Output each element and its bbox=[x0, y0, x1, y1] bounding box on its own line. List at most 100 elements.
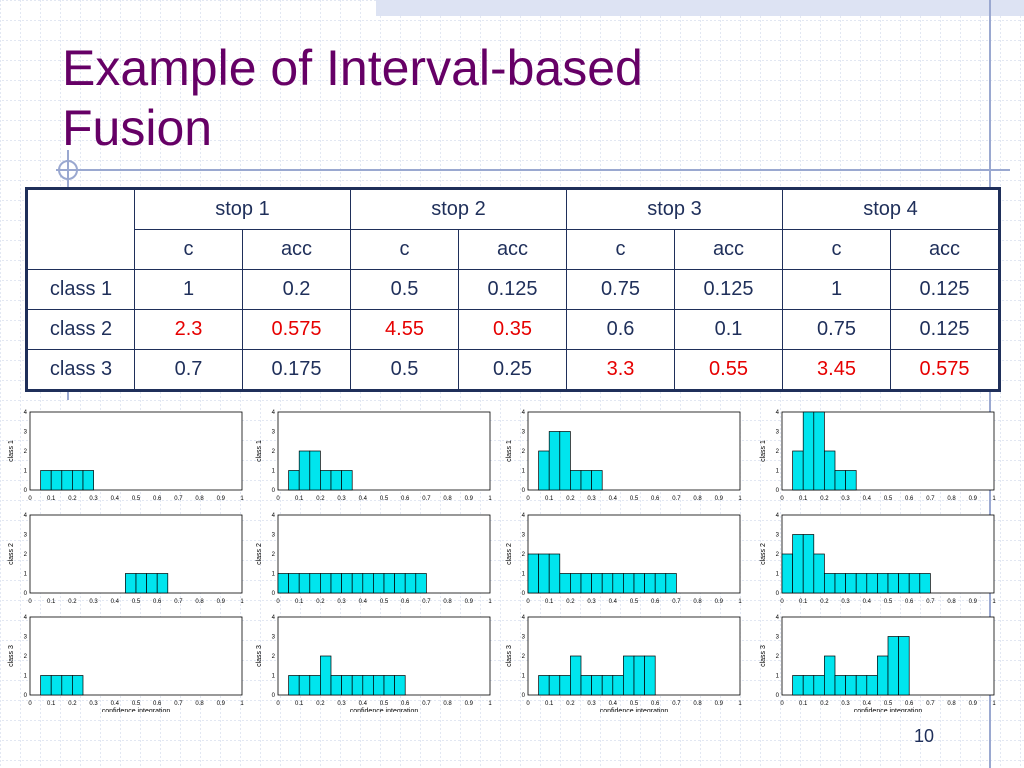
histogram-bar bbox=[362, 675, 374, 696]
x-axis-label: confidence integration bbox=[350, 708, 419, 712]
y-tick-label: 2 bbox=[522, 654, 526, 660]
histogram-bar bbox=[792, 450, 804, 491]
histogram-bar bbox=[834, 470, 846, 491]
stop-header: stop 2 bbox=[350, 188, 567, 230]
histogram-bar bbox=[845, 675, 857, 696]
x-tick-label: 0.1 bbox=[295, 496, 304, 502]
y-tick-label: 1 bbox=[272, 572, 276, 578]
x-axis-label: confidence integration bbox=[102, 708, 171, 712]
x-tick-label: 0.8 bbox=[693, 496, 702, 502]
row-label: class 3 bbox=[26, 349, 135, 391]
y-tick-label: 1 bbox=[776, 674, 780, 680]
table-cell: 0.6 bbox=[566, 309, 675, 350]
histogram-bar bbox=[601, 675, 614, 696]
histogram-bar bbox=[309, 573, 321, 594]
y-axis-label: class 3 bbox=[506, 645, 513, 667]
x-tick-label: 1 bbox=[992, 496, 996, 502]
x-tick-label: 0.9 bbox=[715, 701, 724, 707]
x-tick-label: 0.6 bbox=[651, 599, 660, 605]
corner-cell bbox=[26, 188, 135, 270]
x-tick-label: 1 bbox=[738, 599, 742, 605]
histogram-panel: 0 0.1 0.2 0.3 0.4 0.5 0.6 0.7 0.8 0.9 1 0 1 2 3 4 class … bbox=[8, 513, 244, 605]
y-tick-label: 4 bbox=[522, 513, 526, 519]
histogram-bar bbox=[580, 470, 592, 491]
x-tick-label: 0.9 bbox=[217, 701, 226, 707]
y-tick-label: 0 bbox=[776, 591, 780, 597]
y-tick-label: 4 bbox=[24, 410, 28, 416]
stop-header: stop 3 bbox=[566, 188, 783, 230]
table-cell: 0.175 bbox=[242, 349, 351, 391]
table-row: class 2 2.3 0.575 4.55 0.35 0.6 0.1 0.75 0.125 bbox=[26, 309, 1000, 350]
x-tick-label: 0.5 bbox=[380, 599, 389, 605]
histogram-bar bbox=[623, 655, 635, 696]
x-tick-label: 0.3 bbox=[337, 599, 346, 605]
x-tick-label: 0.7 bbox=[672, 599, 681, 605]
y-axis-label: class 3 bbox=[8, 645, 15, 667]
histogram-bar bbox=[644, 573, 656, 594]
x-axis-label: confidence integration bbox=[600, 708, 669, 712]
histogram-bar bbox=[40, 675, 52, 696]
y-tick-label: 4 bbox=[522, 615, 526, 621]
x-tick-label: 0.1 bbox=[545, 599, 554, 605]
histogram-bar bbox=[320, 655, 332, 696]
x-tick-label: 0.9 bbox=[465, 496, 474, 502]
sub-header: acc bbox=[242, 229, 351, 270]
y-axis-label: class 1 bbox=[760, 440, 767, 462]
y-tick-label: 2 bbox=[522, 449, 526, 455]
x-tick-label: 0.4 bbox=[359, 599, 368, 605]
x-tick-label: 0.1 bbox=[545, 701, 554, 707]
histogram-bar bbox=[633, 655, 645, 696]
histogram-bar bbox=[855, 573, 868, 594]
histogram-bar bbox=[394, 573, 406, 594]
x-tick-label: 0 bbox=[526, 701, 530, 707]
x-tick-label: 0.6 bbox=[905, 496, 914, 502]
x-tick-label: 0 bbox=[276, 599, 280, 605]
histogram-bar bbox=[654, 573, 667, 594]
x-tick-label: 0.7 bbox=[174, 701, 183, 707]
histogram-bar bbox=[612, 573, 624, 594]
x-tick-label: 0.3 bbox=[89, 496, 98, 502]
y-tick-label: 0 bbox=[272, 591, 276, 597]
histogram-bar bbox=[591, 675, 603, 696]
x-tick-label: 0.2 bbox=[316, 599, 325, 605]
histogram-bar bbox=[866, 675, 878, 696]
sub-header: c bbox=[350, 229, 459, 270]
histogram-panel: 0 0.1 0.2 0.3 0.4 0.5 0.6 0.7 0.8 0.9 1 0 1 2 3 4 class … bbox=[256, 513, 492, 605]
histogram-bar bbox=[341, 675, 353, 696]
y-tick-label: 4 bbox=[272, 513, 276, 519]
histogram-bar bbox=[341, 573, 353, 594]
histogram-bar bbox=[644, 655, 656, 696]
x-tick-label: 0.5 bbox=[132, 599, 141, 605]
y-tick-label: 0 bbox=[522, 591, 526, 597]
histogram-bar bbox=[415, 573, 427, 594]
x-tick-label: 0.7 bbox=[422, 701, 431, 707]
histogram-bar bbox=[665, 573, 677, 594]
y-tick-label: 3 bbox=[522, 533, 526, 539]
y-axis-label: class 2 bbox=[8, 543, 15, 565]
histogram-bar bbox=[887, 636, 899, 696]
y-tick-label: 0 bbox=[272, 488, 276, 494]
x-tick-label: 0.9 bbox=[217, 599, 226, 605]
y-axis-label: class 1 bbox=[506, 440, 513, 462]
y-tick-label: 3 bbox=[24, 533, 28, 539]
x-tick-label: 0.1 bbox=[545, 496, 554, 502]
x-tick-label: 0.2 bbox=[820, 496, 829, 502]
table-cell: 0.125 bbox=[458, 269, 567, 310]
y-tick-label: 2 bbox=[776, 552, 780, 558]
histogram-bar bbox=[404, 573, 417, 594]
histogram-bar bbox=[813, 411, 825, 491]
histogram-bar bbox=[72, 470, 84, 491]
histogram-bar bbox=[580, 573, 592, 594]
x-tick-label: 0.9 bbox=[465, 599, 474, 605]
row-label: class 1 bbox=[26, 269, 135, 310]
x-tick-label: 0.6 bbox=[905, 701, 914, 707]
histogram-bar bbox=[61, 470, 73, 491]
y-tick-label: 1 bbox=[272, 674, 276, 680]
histogram-bar bbox=[277, 573, 289, 594]
y-tick-label: 0 bbox=[24, 693, 28, 699]
y-tick-label: 3 bbox=[522, 430, 526, 436]
table-cell: 4.55 bbox=[350, 309, 459, 350]
x-tick-label: 1 bbox=[992, 701, 996, 707]
histogram-bar bbox=[887, 573, 899, 594]
x-tick-label: 0.6 bbox=[153, 496, 162, 502]
